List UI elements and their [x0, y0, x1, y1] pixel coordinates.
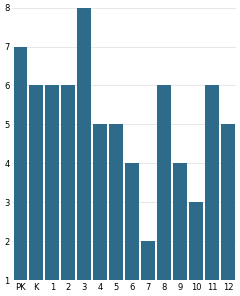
Bar [173, 163, 187, 280]
Bar [221, 124, 235, 280]
Bar [77, 8, 91, 280]
Bar [109, 124, 123, 280]
Bar [93, 124, 107, 280]
Bar [141, 241, 155, 280]
Bar [157, 86, 171, 280]
Bar [61, 86, 75, 280]
Bar [205, 86, 219, 280]
Bar [189, 202, 203, 280]
Bar [13, 46, 27, 280]
Bar [125, 163, 139, 280]
Bar [45, 86, 59, 280]
Bar [30, 86, 43, 280]
